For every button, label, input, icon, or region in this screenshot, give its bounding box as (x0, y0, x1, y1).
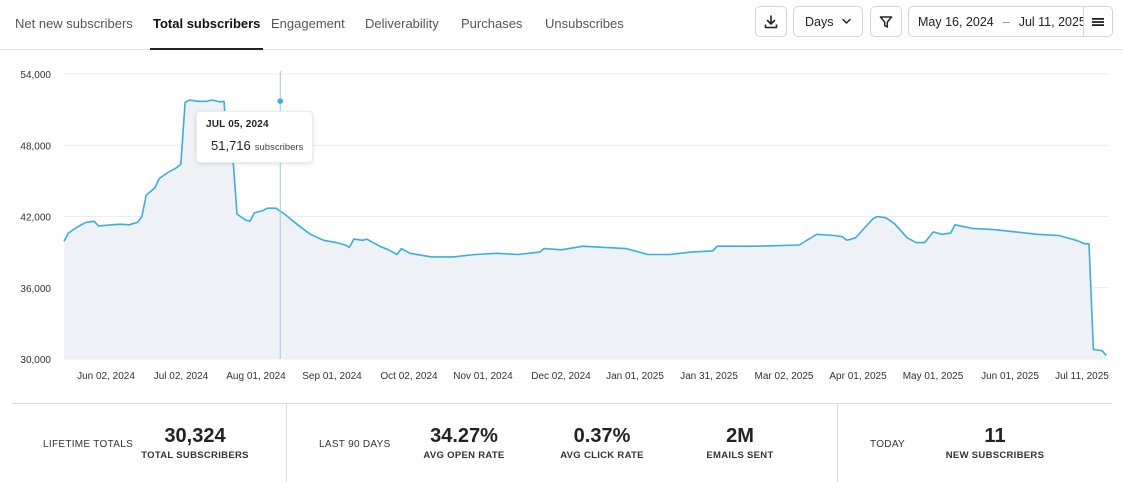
tab-unsubscribes[interactable]: Unsubscribes (545, 16, 624, 31)
x-tick-label: Jun 02, 2024 (77, 371, 135, 382)
stat-avg-open-rate: 34.27% AVG OPEN RATE (404, 424, 524, 461)
options-menu-button[interactable] (1083, 6, 1113, 37)
granularity-value: Days (805, 14, 834, 29)
tab-purchases[interactable]: Purchases (461, 16, 523, 31)
stat-value: 30,324 (164, 425, 226, 447)
x-tick-label: Sep 01, 2024 (302, 371, 362, 382)
series-area (64, 100, 1107, 359)
summary-stats: LIFETIME TOTALS 30,324 TOTAL SUBSCRIBERS… (12, 403, 1112, 482)
menu-icon (1092, 17, 1104, 26)
stat-avg-click-rate: 0.37% AVG CLICK RATE (542, 424, 662, 461)
hover-point-marker (277, 98, 284, 104)
stat-value: 11 (984, 425, 1006, 447)
chart-tooltip: JUL 05, 2024 51,716 subscribers (196, 111, 313, 163)
stat-label: EMAILS SENT (706, 450, 774, 461)
subscribers-chart[interactable]: 30,000 36,000 42,000 48,000 54,000 Jun 02, 20… (0, 51, 1123, 391)
x-tick-label: Aug 01, 2024 (226, 371, 286, 382)
today-label: TODAY (870, 439, 906, 450)
x-tick-label: Jun 01, 2025 (981, 371, 1039, 382)
y-tick-label: 48,000 (20, 141, 51, 152)
subscribers-chart-svg: 30,000 36,000 42,000 48,000 54,000 Jun 02, 20… (20, 70, 1109, 382)
stat-value: 0.37% (573, 425, 631, 447)
tab-total-subscribers[interactable]: Total subscribers (150, 0, 264, 50)
x-tick-label: Dec 02, 2024 (531, 371, 591, 382)
stat-value: 2M (726, 425, 754, 447)
x-tick-label: May 01, 2025 (903, 371, 964, 382)
stat-label: TOTAL SUBSCRIBERS (141, 450, 249, 461)
x-tick-label: Mar 02, 2025 (755, 371, 814, 382)
date-range-picker[interactable]: May 16, 2024 – Jul 11, 2025 (908, 6, 1086, 37)
download-icon (764, 14, 778, 28)
tab-deliverability[interactable]: Deliverability (365, 16, 439, 31)
stat-new-subscribers: 11 NEW SUBSCRIBERS (935, 424, 1055, 461)
stat-emails-sent: 2M EMAILS SENT (680, 424, 800, 461)
date-range-start: May 16, 2024 (918, 14, 994, 29)
tab-engagement[interactable]: Engagement (271, 16, 345, 31)
x-tick-label: Jan 31, 2025 (680, 371, 738, 382)
download-button[interactable] (755, 6, 787, 37)
tooltip-value: 51,716 (211, 138, 251, 153)
stat-label: AVG OPEN RATE (423, 450, 505, 461)
x-tick-label: Jul 02, 2024 (154, 371, 209, 382)
tooltip-date: JUL 05, 2024 (206, 119, 269, 130)
stat-label: NEW SUBSCRIBERS (945, 450, 1045, 461)
date-range-separator: – (1002, 14, 1010, 29)
x-tick-label: Jul 11, 2025 (1055, 371, 1109, 382)
x-tick-label: Jan 01, 2025 (606, 371, 664, 382)
y-tick-label: 42,000 (20, 213, 51, 224)
x-tick-label: Oct 02, 2024 (380, 371, 438, 382)
stat-total-subscribers: 30,324 TOTAL SUBSCRIBERS (132, 424, 258, 461)
y-tick-label: 54,000 (20, 70, 51, 81)
last-90-days-label: LAST 90 DAYS (319, 439, 391, 450)
stat-value: 34.27% (430, 425, 498, 447)
x-tick-label: Nov 01, 2024 (453, 371, 513, 382)
report-tab-bar: Net new subscribers Total subscribers En… (0, 0, 1123, 50)
stat-label: AVG CLICK RATE (560, 450, 644, 461)
y-tick-label: 36,000 (20, 284, 51, 295)
filter-button[interactable] (870, 6, 902, 37)
filter-icon (879, 15, 893, 28)
granularity-select[interactable]: Days (793, 6, 863, 37)
tab-net-new-subscribers[interactable]: Net new subscribers (15, 16, 133, 31)
tooltip-unit: subscribers (254, 142, 304, 153)
lifetime-totals-label: LIFETIME TOTALS (43, 439, 134, 450)
y-tick-label: 30,000 (20, 355, 51, 366)
x-tick-label: Apr 01, 2025 (829, 371, 887, 382)
series-line (63, 99, 1107, 356)
stats-divider (286, 404, 287, 482)
stats-divider (837, 404, 838, 482)
date-range-end: Jul 11, 2025 (1018, 14, 1086, 29)
chevron-down-icon (842, 18, 851, 24)
